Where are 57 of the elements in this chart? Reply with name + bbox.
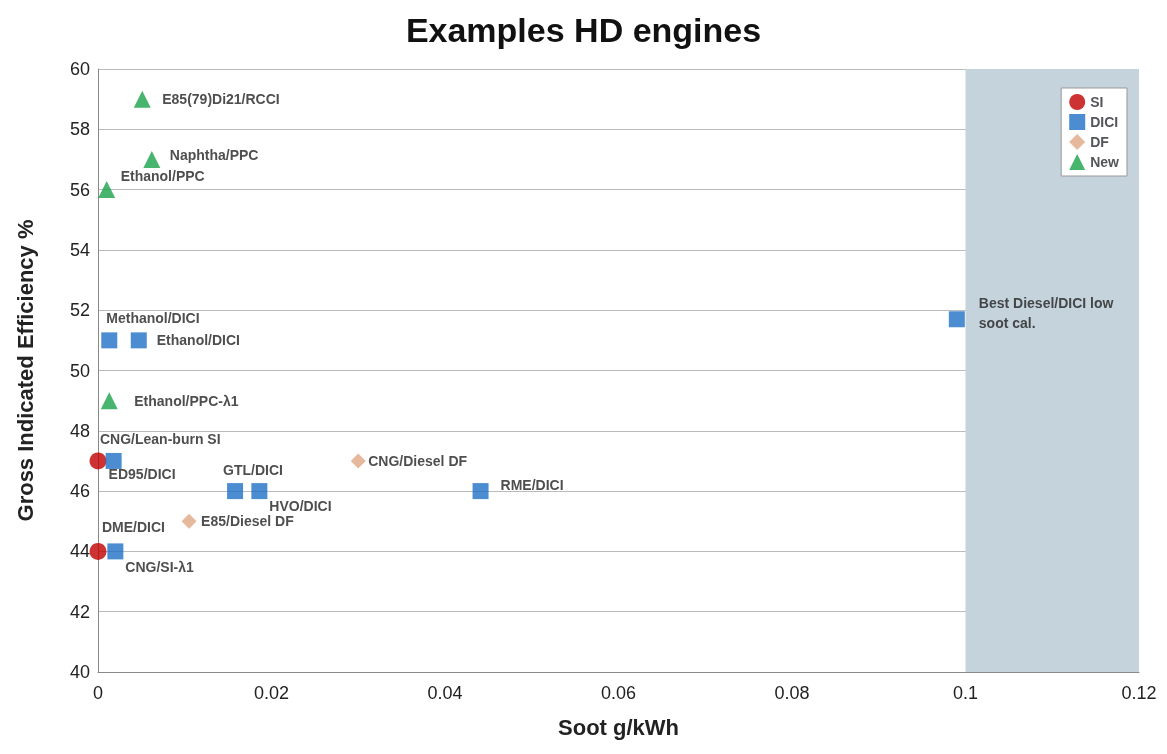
annotation: HVO/DICI (269, 498, 332, 515)
annotation: Ethanol/PPC-λ1 (134, 392, 239, 409)
x-tick-label: 0.08 (774, 683, 810, 703)
point (100, 392, 118, 410)
y-tick-label: 42 (69, 601, 90, 622)
x-tick-label: 0.06 (600, 683, 637, 703)
y-tick-label: 48 (69, 420, 90, 441)
legend-label: SI (1090, 94, 1104, 110)
annotation: GTL/DICI (223, 462, 283, 479)
point (143, 150, 161, 168)
point (89, 452, 107, 470)
x-tick-label: 0.12 (1121, 683, 1157, 703)
legend-label: DF (1090, 134, 1110, 150)
annotation: CNG/Diesel DF (368, 452, 468, 469)
point (89, 542, 107, 560)
y-tick-label: 52 (69, 300, 90, 321)
x-tick-label: 0.04 (427, 683, 463, 703)
point (105, 452, 122, 469)
point (227, 483, 244, 500)
y-tick-label: 60 (69, 59, 90, 79)
annotation: DME/DICI (102, 519, 165, 536)
legend-label: DICI (1090, 114, 1119, 130)
x-tick-label: 0 (92, 683, 104, 703)
annotation: Naphtha/PPC (169, 147, 259, 164)
point (98, 181, 116, 199)
x-tick-label: 0.1 (952, 683, 979, 703)
point (181, 513, 197, 529)
y-tick-label: 44 (69, 541, 90, 562)
point (948, 311, 965, 328)
chart-title: Examples HD engines (405, 11, 762, 49)
annotation: CNG/Lean-burn SI (100, 430, 221, 447)
y-tick-label: 46 (69, 481, 90, 502)
point (107, 543, 124, 560)
point (350, 453, 366, 469)
annotation: CNG/SI-λ1 (125, 559, 195, 576)
point (251, 483, 268, 500)
legend-label: New (1090, 154, 1120, 170)
annotation: RME/DICI (500, 477, 564, 494)
y-tick-label: 50 (69, 360, 90, 381)
y-tick-label: 58 (69, 119, 90, 140)
point (130, 332, 147, 349)
annotation: E85(79)Di21/RCCI (162, 91, 280, 108)
y-tick-label: 40 (69, 662, 90, 682)
annotation: Ethanol/PPC (120, 167, 205, 184)
y-axis-title: Gross Indicated Efficiency % (12, 219, 38, 522)
annotation: ED95/DICI (108, 465, 176, 482)
y-tick-label: 54 (69, 239, 90, 260)
annotation: Ethanol/DICI (156, 332, 241, 349)
point (101, 332, 118, 349)
y-tick-label: 56 (69, 179, 90, 200)
annotation: Best Diesel/DICI low soot cal. (978, 295, 1118, 332)
annotation: E85/Diesel DF (201, 513, 295, 530)
x-axis-title: Soot g/kWh (558, 714, 679, 740)
point (133, 90, 151, 108)
point (472, 483, 489, 500)
x-tick-label: 0.02 (253, 683, 290, 703)
annotation: Methanol/DICI (106, 310, 200, 327)
